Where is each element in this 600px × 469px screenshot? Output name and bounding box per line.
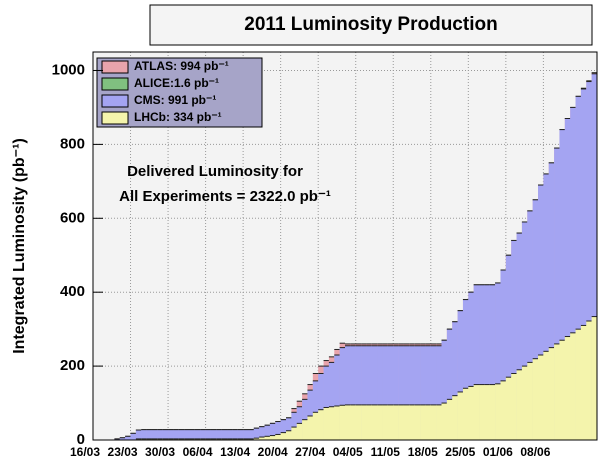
bin — [549, 348, 555, 440]
bin — [286, 431, 292, 440]
bin — [425, 405, 431, 440]
bin — [474, 385, 480, 440]
bin — [313, 412, 319, 440]
bin — [356, 405, 362, 440]
bin — [565, 337, 571, 440]
bin — [527, 362, 533, 440]
legend-label: LHCb: 334 pb⁻¹ — [134, 110, 222, 124]
bin — [302, 420, 308, 440]
x-tick-label: 11/05 — [371, 445, 401, 459]
bin — [291, 427, 297, 440]
y-axis-label: Integrated Luminosity (pb⁻¹) — [11, 138, 28, 354]
bin — [345, 405, 351, 440]
bin — [447, 399, 453, 440]
annotation: Delivered Luminosity for — [127, 163, 303, 180]
y-tick-label: 800 — [60, 135, 85, 152]
x-tick-label: 27/04 — [295, 445, 325, 459]
y-tick-label: 200 — [60, 357, 85, 374]
legend-swatch — [102, 112, 128, 124]
bin — [543, 351, 549, 440]
bin — [329, 407, 335, 440]
bin — [265, 436, 271, 440]
bin — [484, 385, 490, 440]
bin — [361, 405, 367, 440]
bin — [554, 344, 560, 440]
bin — [576, 329, 582, 440]
legend-label: ALICE:1.6 pb⁻¹ — [134, 76, 219, 90]
bin — [377, 405, 383, 440]
bin — [350, 405, 356, 440]
bin — [420, 405, 426, 440]
x-tick-label: 23/03 — [108, 445, 138, 459]
legend-swatch — [102, 95, 128, 107]
y-tick-label: 600 — [60, 209, 85, 226]
x-tick-label: 25/05 — [445, 445, 475, 459]
bin — [517, 370, 523, 440]
bin — [538, 355, 544, 440]
x-tick-label: 08/06 — [520, 445, 550, 459]
bin — [393, 405, 399, 440]
bin — [506, 377, 512, 440]
bin — [125, 436, 131, 440]
bin — [409, 405, 415, 440]
bin — [297, 423, 303, 440]
x-tick-label: 06/04 — [183, 445, 213, 459]
bin — [490, 385, 496, 440]
x-tick-label: 16/03 — [70, 445, 100, 459]
bin — [340, 405, 346, 440]
bin — [581, 325, 587, 440]
bin — [559, 340, 565, 440]
bin — [592, 317, 598, 440]
bin — [307, 416, 313, 440]
x-tick-label: 30/03 — [145, 445, 175, 459]
x-tick-label: 13/04 — [220, 445, 250, 459]
x-tick-label: 20/04 — [258, 445, 288, 459]
y-tick-label: 1000 — [52, 61, 85, 78]
bin — [463, 388, 469, 440]
chart-title: 2011 Luminosity Production — [244, 14, 497, 35]
bin — [479, 385, 485, 440]
legend: ATLAS: 994 pb⁻¹ ALICE:1.6 pb⁻¹ CMS: 991 pb… — [97, 58, 262, 127]
bin — [570, 333, 576, 440]
x-tick-label: 01/06 — [483, 445, 513, 459]
bin — [495, 384, 501, 440]
bin — [415, 405, 421, 440]
annotation: All Experiments = 2322.0 pb⁻¹ — [119, 188, 331, 205]
bin — [383, 405, 389, 440]
legend-label: ATLAS: 994 pb⁻¹ — [134, 59, 229, 73]
bin — [334, 406, 340, 440]
x-tick-label: 18/05 — [408, 445, 438, 459]
bin — [372, 405, 378, 440]
bin — [431, 405, 437, 440]
bin — [399, 405, 405, 440]
bin — [442, 403, 448, 440]
y-tick-label: 400 — [60, 283, 85, 300]
bin — [318, 410, 324, 440]
bin — [366, 405, 372, 440]
bin — [388, 405, 394, 440]
bin — [281, 433, 287, 440]
bin — [458, 392, 464, 440]
bin — [533, 359, 539, 440]
bin — [270, 436, 276, 440]
bin — [522, 366, 528, 440]
bin — [324, 407, 330, 440]
legend-swatch — [102, 78, 128, 90]
legend-label: CMS: 991 pb⁻¹ — [134, 93, 216, 107]
x-tick-label: 04/05 — [333, 445, 363, 459]
bin — [586, 321, 592, 440]
bin — [404, 405, 410, 440]
bin — [511, 373, 517, 440]
bin — [468, 386, 474, 440]
bin — [500, 381, 506, 440]
legend-swatch — [102, 61, 128, 73]
bin — [275, 434, 281, 440]
bin — [452, 396, 458, 440]
bin — [131, 433, 137, 440]
bin — [436, 405, 442, 440]
